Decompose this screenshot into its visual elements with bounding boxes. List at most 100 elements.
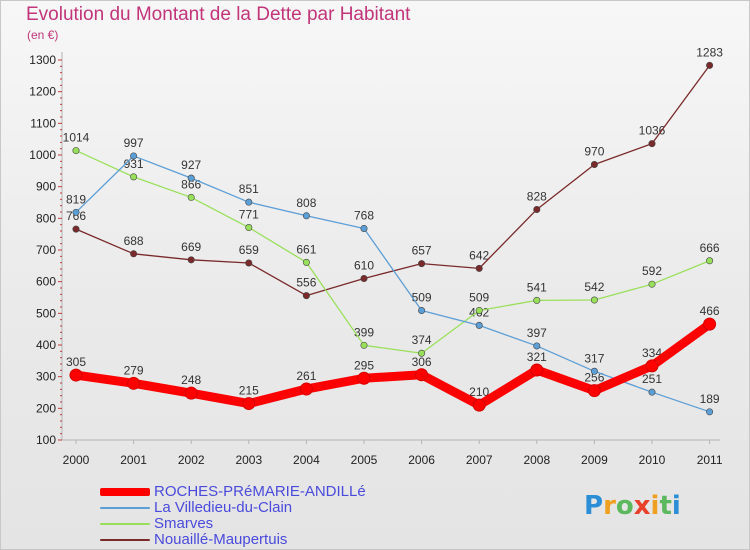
data-point (418, 349, 426, 357)
data-point (245, 224, 253, 232)
proxiti-logo: Proxiti (584, 491, 681, 521)
x-tick-label: 2011 (697, 453, 723, 467)
y-tick-label: 1200 (29, 85, 56, 99)
data-point (475, 321, 483, 329)
data-point (645, 359, 659, 373)
data-label: 851 (239, 182, 259, 196)
legend-label-smarves: Smarves (154, 515, 214, 532)
data-point (127, 376, 141, 390)
data-label: 210 (469, 385, 489, 399)
x-tick-label: 2001 (120, 453, 147, 467)
data-label: 556 (296, 276, 316, 290)
x-tick-label: 2007 (466, 453, 493, 467)
chart-unit: (en €) (27, 28, 59, 42)
data-label: 215 (239, 384, 259, 398)
data-point (72, 147, 80, 155)
series-line (75, 149, 711, 354)
chart-title: Evolution du Montant de la Dette par Hab… (26, 4, 411, 25)
data-label: 399 (354, 325, 374, 339)
x-tick-label: 2008 (523, 453, 550, 467)
x-tick-label: 2003 (235, 453, 262, 467)
data-point (72, 208, 80, 216)
data-label: 509 (469, 290, 489, 304)
data-point (587, 384, 601, 398)
x-tick-label: 2005 (351, 453, 378, 467)
data-point (302, 292, 310, 300)
data-label: 256 (584, 371, 604, 385)
data-point (187, 174, 195, 182)
y-tick-label: 200 (36, 401, 56, 415)
data-label: 657 (412, 244, 432, 258)
logo-letter: P (584, 491, 604, 521)
data-label: 610 (354, 259, 374, 273)
series-lines (69, 61, 717, 416)
logo-letter: x (633, 491, 651, 521)
data-label: 397 (527, 326, 547, 340)
data-point (648, 140, 656, 148)
data-point (533, 342, 541, 350)
legend-swatch-smarves (100, 523, 150, 525)
data-point (360, 341, 368, 349)
y-tick-label: 100 (36, 433, 56, 447)
data-point (648, 280, 656, 288)
data-label: 261 (296, 369, 316, 383)
data-label: 1283 (696, 45, 723, 59)
data-label: 279 (124, 363, 144, 377)
series-line (71, 319, 715, 410)
data-label: 251 (642, 372, 662, 386)
legend-label-roches: ROCHES-PRéMARIE-ANDILLé (154, 483, 366, 500)
data-point (706, 408, 714, 416)
series-line (75, 64, 711, 297)
data-point (590, 161, 598, 169)
data-label: 828 (527, 189, 547, 203)
data-label: 509 (412, 290, 432, 304)
data-label: 666 (700, 241, 720, 255)
data-point (418, 306, 426, 314)
chart-axes: 100 200 300 400 500 600 700 800 900 1000 1100 1200 1… (29, 52, 723, 467)
x-tick-label: 2010 (639, 453, 666, 467)
x-tick-label: 2006 (408, 453, 435, 467)
data-point (242, 397, 256, 411)
data-label: 189 (700, 392, 720, 406)
y-tick-label: 1100 (30, 116, 56, 130)
y-tick-label: 300 (36, 370, 56, 384)
data-point (590, 367, 598, 375)
data-label: 542 (584, 280, 604, 294)
data-label: 771 (239, 208, 259, 222)
data-label: 374 (412, 333, 432, 347)
data-label: 970 (584, 145, 604, 159)
x-tick-label: 2009 (581, 453, 608, 467)
data-label: 248 (181, 373, 201, 387)
data-point (130, 152, 138, 160)
data-point (475, 264, 483, 272)
legend-label-villedieu: La Villedieu-du-Clain (154, 499, 293, 516)
data-point (475, 306, 483, 314)
logo-letter: r (603, 491, 616, 521)
data-label: 466 (700, 304, 720, 318)
data-point (72, 225, 80, 233)
data-point (69, 368, 83, 382)
data-point (187, 193, 195, 201)
y-tick-label: 600 (36, 275, 56, 289)
data-point (530, 363, 544, 377)
legend-swatch-nouaille (100, 539, 150, 541)
data-point (415, 368, 429, 382)
series-line (75, 155, 711, 413)
data-point (302, 258, 310, 266)
data-label: 306 (412, 355, 432, 369)
data-point (360, 274, 368, 282)
data-point (357, 371, 371, 385)
data-point (130, 173, 138, 181)
data-label: 808 (296, 196, 316, 210)
data-label: 997 (124, 136, 144, 150)
y-tick-label: 700 (36, 243, 56, 257)
data-label: 642 (469, 248, 489, 262)
data-point (703, 317, 717, 331)
data-label: 592 (642, 264, 662, 278)
data-point (533, 205, 541, 213)
legend-swatch-villedieu (100, 507, 150, 509)
x-tick-label: 2002 (178, 453, 205, 467)
data-label: 766 (66, 209, 86, 223)
